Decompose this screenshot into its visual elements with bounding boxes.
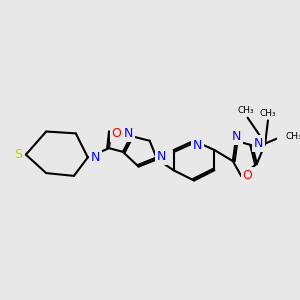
Text: O: O <box>112 127 122 140</box>
Text: S: S <box>14 148 22 161</box>
Text: N: N <box>124 127 133 140</box>
Text: N: N <box>232 130 241 142</box>
Text: O: O <box>243 169 253 182</box>
Text: N: N <box>254 137 263 150</box>
Text: N: N <box>157 150 166 163</box>
Text: N: N <box>91 151 100 164</box>
Text: CH₃: CH₃ <box>286 132 300 141</box>
Text: N: N <box>193 139 202 152</box>
Text: CH₃: CH₃ <box>260 109 276 118</box>
Text: CH₃: CH₃ <box>238 106 254 115</box>
